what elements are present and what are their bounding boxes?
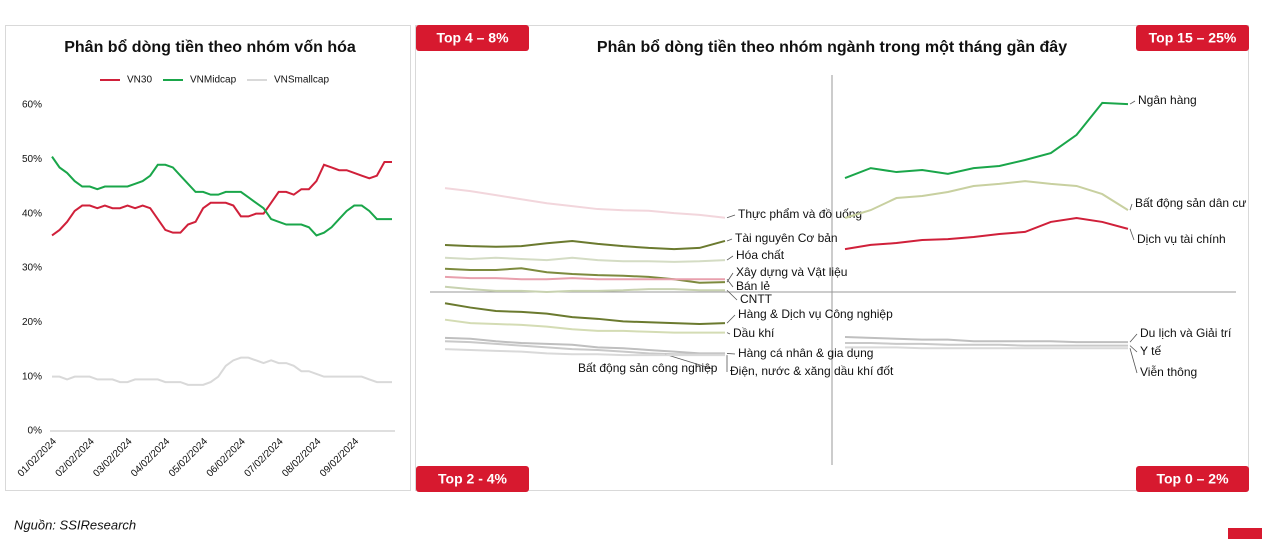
series-label: Bất động sản dân cư — [1135, 196, 1246, 210]
quadrant-badge — [416, 25, 529, 51]
series-line — [51, 161, 392, 237]
series-line — [844, 180, 1129, 219]
y-tick-label: 40% — [22, 208, 42, 219]
series-label: Điện, nước & xăng dầu khí đốt — [730, 364, 894, 378]
series-line — [444, 302, 726, 326]
series-line — [844, 101, 1129, 180]
series-label: Thực phẩm và đồ uống — [738, 207, 862, 221]
quadrant-label: Top 2 - 4% — [438, 471, 508, 487]
quadrant-badge — [1136, 25, 1249, 51]
series-line — [444, 336, 725, 355]
leader-line — [726, 314, 736, 324]
series-label: Dầu khí — [733, 326, 775, 340]
series-line — [444, 348, 725, 357]
left-title: Phân bổ dòng tiền theo nhóm vốn hóa — [64, 38, 356, 56]
quadrant-badge — [1136, 466, 1249, 492]
quadrant-badge — [416, 466, 529, 492]
series-line — [444, 318, 725, 334]
y-tick-label: 20% — [22, 317, 42, 328]
series-line — [844, 335, 1128, 344]
y-tick-label: 0% — [28, 426, 43, 437]
series-line — [52, 356, 392, 386]
source: Nguồn: SSIResearch — [14, 517, 136, 532]
leader-line — [726, 289, 738, 301]
series-label: Tài nguyên Cơ bản — [735, 231, 838, 245]
legend-label: VNSmallcap — [274, 75, 329, 86]
series-line — [845, 346, 1128, 350]
leader-line — [1129, 100, 1136, 105]
series-label: Hóa chất — [736, 248, 785, 262]
series-line — [51, 156, 392, 237]
leader-line — [726, 214, 736, 219]
y-tick-label: 50% — [22, 154, 42, 165]
series-label: Dịch vụ tài chính — [1137, 232, 1226, 246]
series-label: Viễn thông — [1140, 364, 1197, 379]
leader-line — [1129, 345, 1138, 353]
quadrant-label: Top 0 – 2% — [1156, 471, 1229, 487]
series-line — [844, 216, 1129, 251]
leader-line — [1129, 333, 1138, 343]
right-title: Phân bổ dòng tiền theo nhóm ngành trong … — [597, 38, 1067, 56]
series-line — [444, 187, 726, 219]
series-label: Bất động sản công nghiệp — [578, 361, 718, 375]
series-label: CNTT — [740, 292, 773, 306]
leader-line — [726, 278, 734, 288]
leader-line — [1129, 203, 1133, 211]
series-line — [444, 285, 725, 294]
corner-mark — [1228, 528, 1262, 539]
series-label: Ngân hàng — [1138, 93, 1197, 107]
leader-line — [726, 238, 733, 242]
legend-label: VN30 — [127, 75, 152, 86]
leader-line — [726, 353, 736, 355]
series-label: Hàng & Dịch vụ Công nghiệp — [738, 307, 893, 321]
series-line — [444, 239, 726, 251]
series-label: Du lịch và Giải trí — [1140, 326, 1232, 340]
left-panel — [5, 25, 411, 491]
legend-label: VNMidcap — [190, 75, 237, 86]
series-line — [845, 342, 1128, 347]
series-line — [444, 275, 725, 281]
leader-line — [726, 332, 731, 335]
series-label: Bán lẻ — [736, 279, 770, 293]
y-tick-label: 60% — [22, 100, 42, 111]
series-line — [444, 256, 726, 263]
leader-line — [726, 255, 734, 261]
series-label: Hàng cá nhân & gia dụng — [738, 346, 873, 360]
leader-line — [1129, 228, 1135, 241]
quadrant-label: Top 15 – 25% — [1149, 30, 1237, 46]
series-label: Xây dựng và Vật liệu — [736, 265, 847, 279]
leader-line — [1129, 348, 1138, 374]
series-label: Y tế — [1140, 344, 1161, 358]
y-tick-label: 10% — [22, 371, 42, 382]
y-tick-label: 30% — [22, 263, 42, 274]
leader-line — [664, 353, 714, 370]
quadrant-label: Top 4 – 8% — [436, 30, 509, 46]
